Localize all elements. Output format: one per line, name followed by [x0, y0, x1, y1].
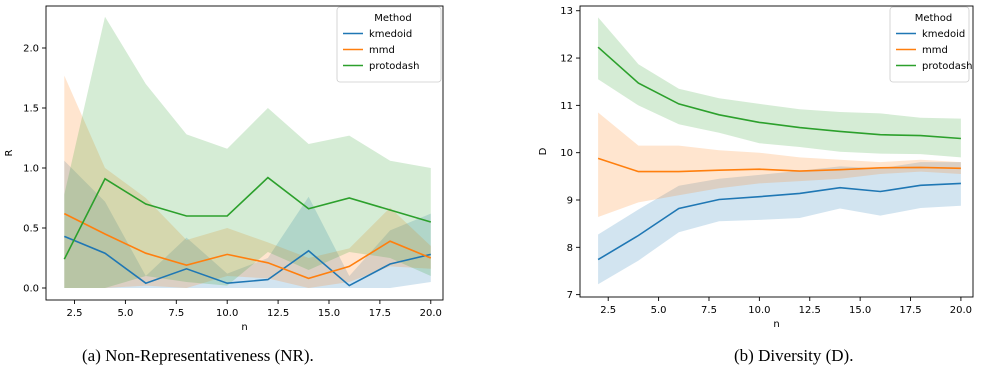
y-tick-label: 7: [567, 290, 573, 301]
x-tick-label: 15.0: [849, 305, 871, 316]
legend-label-kmedoid: kmedoid: [369, 29, 412, 40]
x-axis-label: n: [241, 322, 247, 333]
x-tick-label: 20.0: [950, 305, 972, 316]
y-tick-label: 11: [560, 101, 573, 112]
y-tick-label: 13: [560, 6, 573, 17]
caption-left: (a) Non-Representativeness (NR).: [82, 346, 314, 366]
caption-right: (b) Diversity (D).: [734, 346, 853, 366]
x-tick-label: 12.5: [799, 305, 821, 316]
legend-title: Method: [915, 13, 953, 24]
x-tick-label: 10.0: [748, 305, 770, 316]
y-tick-label: 0.0: [23, 284, 39, 295]
x-tick-label: 15.0: [318, 308, 340, 319]
x-tick-label: 5.0: [117, 308, 133, 319]
x-tick-label: 2.5: [67, 308, 83, 319]
x-axis-label: n: [773, 319, 779, 330]
diversity-chart: 2.5 5.0 7.5 10.0 12.5 15.0 17.5 20.0 7 8 9 10 11 12 13…: [487, 0, 987, 340]
x-tick-label: 10.0: [216, 308, 238, 319]
y-tick-label: 12: [560, 54, 573, 65]
x-tick-label: 7.5: [701, 305, 717, 316]
y-tick-label: 0.5: [23, 224, 39, 235]
x-tick-label: 17.5: [899, 305, 921, 316]
legend-label-kmedoid: kmedoid: [922, 29, 965, 40]
nr-chart: 2.5 5.0 7.5 10.0 12.5 15.0 17.5 20.0 0.0 0.5 1.0 1.…: [0, 0, 470, 340]
x-tick-label: 17.5: [369, 308, 391, 319]
x-tick-label: 12.5: [267, 308, 289, 319]
y-tick-label: 8: [567, 243, 573, 254]
y-axis-label: D: [538, 147, 549, 155]
x-tick-label: 5.0: [651, 305, 667, 316]
legend-label-protodash: protodash: [369, 61, 419, 72]
y-tick-label: 9: [567, 196, 573, 207]
legend-label-protodash: protodash: [922, 61, 972, 72]
legend-label-mmd: mmd: [369, 45, 395, 56]
x-tick-label: 7.5: [168, 308, 184, 319]
y-tick-label: 10: [560, 148, 573, 159]
x-tick-label: 2.5: [600, 305, 616, 316]
y-axis-label: R: [4, 149, 15, 156]
legend-label-mmd: mmd: [922, 45, 948, 56]
y-tick-label: 1.0: [23, 164, 39, 175]
legend-title: Method: [374, 13, 412, 24]
x-tick-label: 20.0: [420, 308, 442, 319]
y-tick-label: 1.5: [23, 104, 39, 115]
y-tick-label: 2.0: [23, 44, 39, 55]
